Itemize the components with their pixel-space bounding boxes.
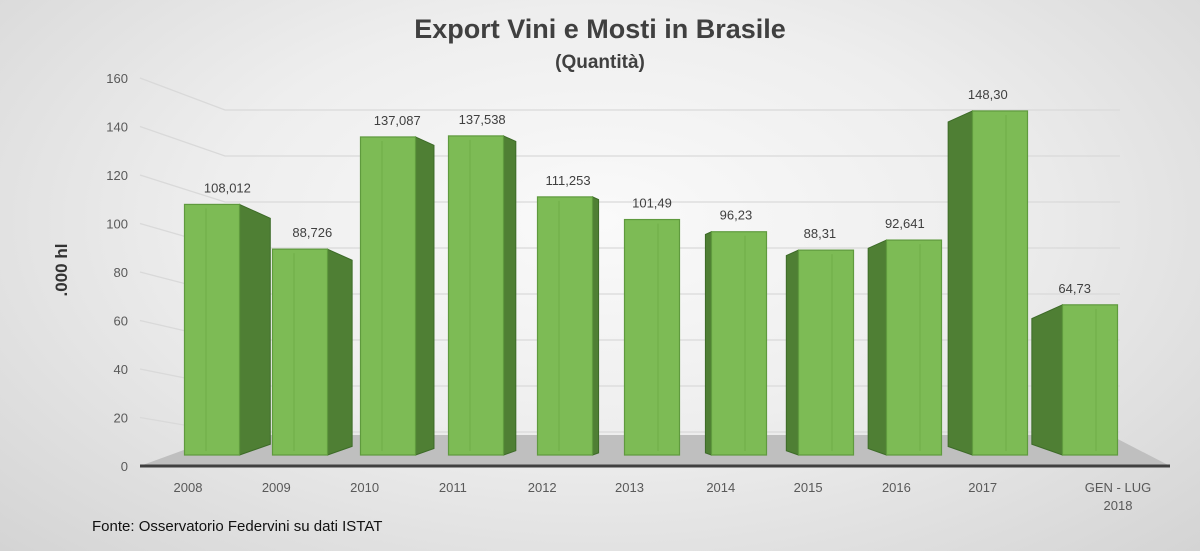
data-label: 92,641: [885, 216, 925, 231]
bar-side: [239, 203, 271, 456]
x-tick-label: 2010: [350, 480, 379, 495]
bar-side: [1031, 304, 1063, 456]
bar: [785, 249, 855, 456]
x-tick-label: 2013: [615, 480, 644, 495]
bar-front: [271, 248, 329, 456]
data-label: 88,31: [804, 226, 837, 241]
data-label: 96,23: [720, 208, 753, 223]
bar-front: [447, 135, 505, 456]
bar: [271, 248, 353, 456]
bar-side: [503, 135, 517, 456]
y-tick-label: 100: [106, 217, 128, 232]
x-tick-label: 2016: [882, 480, 911, 495]
y-tick-label: 20: [114, 411, 128, 426]
bar: [704, 230, 768, 456]
y-tick-label: 40: [114, 362, 128, 377]
x-tick-label: 2012: [528, 480, 557, 495]
data-label: 88,726: [292, 225, 332, 240]
bar-front: [710, 231, 768, 456]
bar-front: [1061, 304, 1119, 456]
bar-front: [797, 249, 855, 456]
bar-front: [885, 239, 943, 456]
x-tick-label: 2014: [706, 480, 735, 495]
gridline: [139, 125, 1120, 157]
data-label: 148,30: [968, 87, 1008, 102]
y-tick-label: 120: [106, 168, 128, 183]
bar: [1031, 304, 1119, 456]
x-tick-label: 2008: [174, 480, 203, 495]
data-label: 108,012: [204, 180, 251, 195]
x-tick-label: 2011: [439, 480, 467, 495]
y-tick-label: 0: [121, 459, 128, 474]
data-label: 111,253: [546, 173, 591, 188]
data-label: 137,538: [459, 112, 506, 127]
y-tick-label: 60: [114, 314, 128, 329]
bar-side: [704, 230, 712, 456]
bar: [359, 136, 435, 456]
bar-side: [947, 110, 973, 456]
x-tick-label: 2017: [968, 480, 997, 495]
data-label: 101,49: [632, 196, 672, 211]
source-note: Fonte: Osservatorio Federvini su dati IS…: [92, 518, 383, 535]
x-tick-label: 2018: [1104, 498, 1133, 513]
bar-front: [971, 110, 1029, 456]
bar-side: [327, 248, 353, 456]
bar-side: [592, 196, 600, 456]
x-tick-label: 2009: [262, 480, 291, 495]
y-tick-label: 80: [114, 265, 128, 280]
bar: [536, 196, 600, 456]
bar: [447, 135, 517, 456]
chart-subtitle: (Quantità): [555, 52, 645, 73]
bar: [623, 218, 681, 456]
gridline: [139, 174, 1120, 203]
bar: [867, 239, 943, 456]
bar-side: [867, 239, 887, 456]
y-tick-label: 160: [106, 71, 128, 86]
y-tick-label: 140: [106, 120, 128, 135]
bar: [947, 110, 1029, 456]
gridline: [139, 77, 1120, 111]
data-label: 137,087: [374, 113, 421, 128]
bar-side: [415, 136, 435, 456]
data-label: 64,73: [1058, 281, 1091, 296]
bar-front: [359, 136, 417, 456]
x-tick-label: 2015: [794, 480, 823, 495]
x-tick-label: GEN - LUG: [1085, 480, 1151, 495]
bar-side: [785, 249, 799, 456]
bar-front: [183, 203, 241, 456]
bar-front: [623, 218, 681, 456]
bar: [183, 203, 271, 456]
bar-front: [536, 196, 594, 456]
chart-title: Export Vini e Mosti in Brasile: [414, 14, 786, 44]
